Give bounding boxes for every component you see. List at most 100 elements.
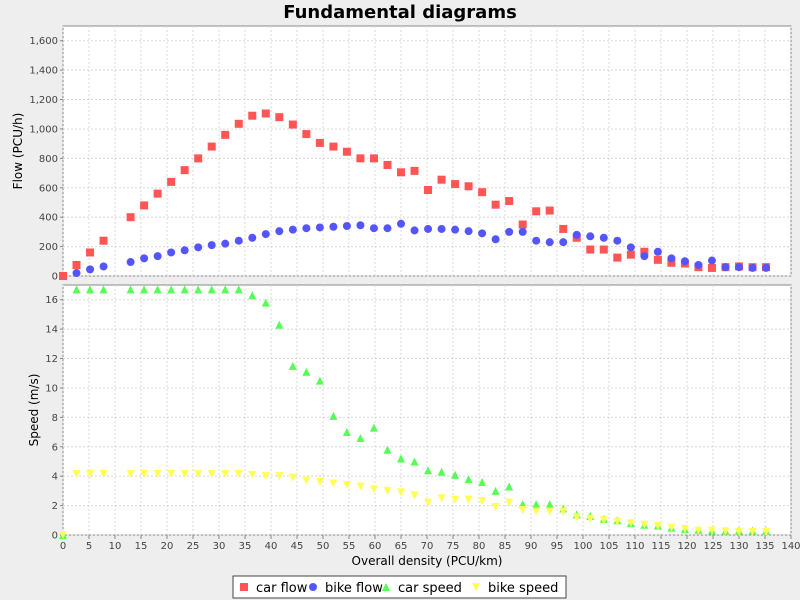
car-flow-point bbox=[194, 154, 203, 163]
speed-y-tick-label: 10 bbox=[45, 383, 58, 394]
bike-speed-point bbox=[613, 517, 622, 526]
bike-speed-point bbox=[369, 485, 378, 494]
bike-speed-point bbox=[356, 482, 365, 491]
bike-flow-point bbox=[72, 269, 81, 278]
bike-speed-point bbox=[302, 476, 311, 485]
x-tick-label: 60 bbox=[369, 541, 382, 552]
car-flow-point bbox=[532, 207, 541, 216]
speed-y-tick-label: 12 bbox=[45, 354, 58, 365]
car-flow-point bbox=[180, 166, 189, 175]
car-flow-point bbox=[559, 224, 568, 233]
x-tick-label: 130 bbox=[729, 541, 748, 552]
legend-label-bike-flow: bike flow bbox=[325, 581, 383, 596]
bike-speed-point bbox=[762, 528, 771, 537]
bike-flow-point bbox=[437, 224, 446, 233]
bike-speed-point bbox=[140, 469, 149, 478]
bike-speed-point bbox=[153, 469, 162, 478]
bike-flow-point bbox=[248, 233, 257, 242]
car-flow-point bbox=[275, 113, 284, 122]
car-speed-point bbox=[221, 285, 230, 294]
legend-box bbox=[232, 575, 567, 599]
chart-title: Fundamental diagrams bbox=[283, 2, 517, 23]
bike-speed-point bbox=[735, 528, 743, 537]
bike-speed-point bbox=[599, 516, 608, 525]
bike-speed-point bbox=[234, 469, 243, 478]
car-flow-point bbox=[153, 189, 162, 198]
bike-speed-point bbox=[410, 491, 419, 500]
grid-lines bbox=[62, 26, 792, 536]
bike-flow-point bbox=[762, 263, 771, 272]
car-speed-point bbox=[288, 361, 297, 370]
car-flow-point bbox=[59, 272, 67, 280]
x-tick-label: 125 bbox=[703, 541, 722, 552]
bike-flow-point bbox=[99, 262, 108, 271]
bike-flow-point bbox=[86, 265, 95, 274]
x-tick-label: 55 bbox=[343, 541, 356, 552]
flow-y-axis-label: Flow (PCU/h) bbox=[11, 113, 25, 190]
x-tick-label: 30 bbox=[213, 541, 226, 552]
bike-speed-point bbox=[694, 526, 703, 535]
car-flow-point bbox=[72, 260, 81, 269]
bike-speed-point bbox=[383, 486, 392, 495]
car-flow-point bbox=[99, 236, 108, 245]
car-speed-point bbox=[275, 320, 284, 329]
bike-flow-point bbox=[545, 238, 554, 247]
car-flow-point bbox=[302, 130, 311, 139]
speed-y-tick-label: 2 bbox=[52, 501, 58, 512]
bike-flow-point bbox=[640, 252, 649, 261]
bike-flow-point bbox=[505, 227, 514, 236]
x-tick-label: 135 bbox=[755, 541, 774, 552]
car-speed-point bbox=[464, 475, 473, 484]
bike-flow-point bbox=[586, 232, 595, 241]
bike-speed-point bbox=[559, 507, 568, 516]
car-flow-point bbox=[478, 188, 487, 197]
bike-speed-point bbox=[721, 527, 730, 536]
x-tick-label: 10 bbox=[109, 541, 122, 552]
car-flow-point bbox=[491, 200, 500, 209]
bike-flow-point bbox=[478, 229, 487, 238]
car-speed-point bbox=[167, 285, 176, 294]
bike-flow-point bbox=[342, 222, 351, 230]
bike-flow-point bbox=[451, 225, 460, 234]
bike-flow-point bbox=[410, 226, 419, 235]
speed-y-tick-label: 16 bbox=[45, 295, 58, 306]
flow-y-tick-label: 1,400 bbox=[29, 66, 58, 77]
bike-speed-point bbox=[167, 469, 176, 478]
bike-speed-point bbox=[248, 470, 257, 479]
car-speed-point bbox=[545, 500, 554, 509]
bike-flow-point bbox=[721, 263, 730, 272]
car-speed-point bbox=[261, 298, 270, 307]
bike-flow-point bbox=[694, 260, 703, 269]
flow-y-tick-label: 200 bbox=[39, 242, 58, 253]
bike-speed-point bbox=[518, 506, 527, 514]
car-speed-point bbox=[383, 445, 392, 454]
car-flow-point bbox=[86, 248, 95, 257]
bike-flow-point bbox=[653, 247, 662, 256]
bike-speed-point bbox=[221, 469, 230, 478]
bike-speed-point bbox=[437, 494, 446, 503]
x-tick-label: 15 bbox=[135, 541, 148, 552]
bike-flow-point bbox=[329, 222, 338, 231]
bike-speed-point bbox=[275, 472, 284, 481]
bike-flow-point bbox=[735, 263, 743, 272]
bike-speed-point bbox=[99, 469, 108, 478]
x-tick-label: 20 bbox=[161, 541, 174, 552]
car-flow-point bbox=[613, 253, 622, 262]
bike-flow-point bbox=[180, 246, 189, 255]
car-flow-point bbox=[221, 130, 230, 139]
bike-flow-point bbox=[613, 236, 622, 245]
bike-speed-point bbox=[288, 473, 297, 482]
car-flow-point bbox=[248, 111, 257, 120]
car-flow-point bbox=[288, 120, 297, 129]
bike-speed-point bbox=[126, 469, 135, 478]
car-flow-point bbox=[315, 138, 324, 147]
bike-flow-point bbox=[667, 254, 676, 263]
bike-flow-point bbox=[167, 248, 176, 257]
bike-flow-point bbox=[532, 236, 541, 245]
car-speed-point bbox=[424, 466, 433, 475]
legend-marker-bike-speed bbox=[472, 583, 480, 591]
x-tick-label: 140 bbox=[781, 541, 800, 552]
bike-speed-point bbox=[626, 519, 635, 528]
x-tick-label: 80 bbox=[473, 541, 486, 552]
speed-y-axis-label: Speed (m/s) bbox=[27, 374, 41, 447]
